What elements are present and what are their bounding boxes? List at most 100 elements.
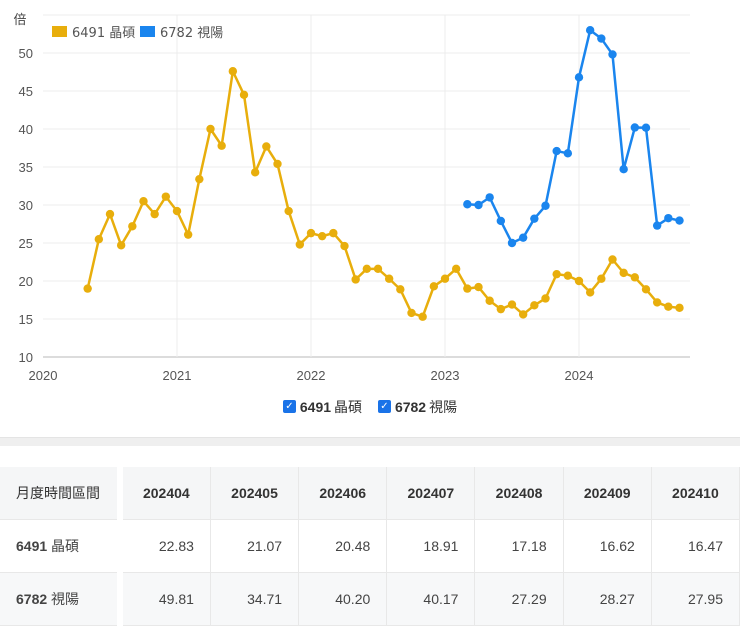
data-point[interactable] bbox=[418, 312, 427, 321]
data-point[interactable] bbox=[630, 273, 640, 282]
line-chart: 10 15 20 25 30 35 40 45 50 倍 2020 2021 2022 2023 2024 6… bbox=[13, 13, 690, 383]
legend-label[interactable]: 6491 晶碩 bbox=[72, 26, 135, 41]
data-point[interactable] bbox=[116, 241, 126, 250]
data-point[interactable] bbox=[530, 214, 539, 223]
data-point[interactable] bbox=[250, 168, 260, 177]
data-point[interactable] bbox=[463, 284, 472, 293]
data-point[interactable] bbox=[306, 228, 316, 238]
data-point[interactable] bbox=[172, 206, 182, 216]
data-point[interactable] bbox=[407, 308, 416, 318]
data-point[interactable] bbox=[396, 285, 405, 294]
data-point[interactable] bbox=[641, 123, 651, 132]
y-tick-label: 25 bbox=[19, 236, 33, 251]
data-point[interactable] bbox=[273, 159, 282, 169]
data-point[interactable] bbox=[675, 303, 684, 313]
data-point[interactable] bbox=[541, 201, 550, 210]
data-point[interactable] bbox=[317, 231, 327, 241]
toggle-6491[interactable]: ✓ 6491 晶碩 bbox=[282, 397, 362, 417]
data-point[interactable] bbox=[496, 304, 506, 314]
column-header: 202407 bbox=[386, 467, 476, 520]
data-point[interactable] bbox=[507, 300, 517, 309]
data-point[interactable] bbox=[228, 67, 238, 76]
data-point[interactable] bbox=[563, 149, 573, 158]
data-point[interactable] bbox=[630, 123, 640, 132]
data-point[interactable] bbox=[664, 213, 673, 223]
data-point[interactable] bbox=[574, 276, 584, 286]
data-point[interactable] bbox=[150, 209, 159, 219]
y-axis-unit: 倍 bbox=[13, 13, 26, 28]
data-point[interactable] bbox=[139, 197, 148, 206]
series-line bbox=[467, 28, 680, 245]
data-point[interactable] bbox=[351, 275, 360, 284]
data-point[interactable] bbox=[507, 238, 517, 248]
data-point[interactable] bbox=[83, 284, 92, 293]
data-point[interactable] bbox=[552, 269, 561, 279]
section-divider bbox=[0, 437, 740, 446]
data-point[interactable] bbox=[574, 73, 584, 82]
data-point[interactable] bbox=[518, 233, 528, 242]
data-point[interactable] bbox=[474, 282, 483, 292]
data-point[interactable] bbox=[161, 192, 171, 201]
data-point[interactable] bbox=[384, 274, 394, 283]
legend-swatch bbox=[52, 26, 67, 37]
data-point[interactable] bbox=[440, 274, 450, 283]
data-point[interactable] bbox=[195, 174, 204, 184]
checkbox-checked-icon[interactable]: ✓ bbox=[377, 400, 391, 413]
data-point[interactable] bbox=[429, 282, 439, 291]
data-point[interactable] bbox=[619, 268, 628, 278]
data-point[interactable] bbox=[652, 221, 662, 230]
table-cell: 21.07 bbox=[210, 519, 300, 573]
data-point[interactable] bbox=[619, 165, 628, 174]
data-point[interactable] bbox=[329, 228, 338, 238]
data-point[interactable] bbox=[362, 264, 372, 274]
table-cell: 49.81 bbox=[119, 572, 211, 626]
data-point[interactable] bbox=[94, 235, 104, 244]
data-point[interactable] bbox=[262, 142, 271, 151]
column-header: 202410 bbox=[651, 467, 740, 520]
data-point[interactable] bbox=[451, 264, 461, 274]
data-point[interactable] bbox=[474, 200, 483, 210]
data-point[interactable] bbox=[585, 26, 595, 35]
toggle-code: 6491 bbox=[299, 398, 332, 415]
data-point[interactable] bbox=[295, 240, 305, 249]
data-point[interactable] bbox=[641, 285, 651, 294]
data-point[interactable] bbox=[463, 200, 472, 209]
data-point[interactable] bbox=[541, 294, 550, 303]
data-point[interactable] bbox=[530, 301, 539, 310]
data-point[interactable] bbox=[485, 193, 494, 202]
toggle-6782[interactable]: ✓ 6782 視陽 bbox=[377, 397, 457, 417]
series-toggle-legend: ✓ 6491 晶碩 ✓ 6782 視陽 bbox=[0, 396, 740, 417]
data-point[interactable] bbox=[597, 274, 606, 283]
legend-label[interactable]: 6782 視陽 bbox=[160, 26, 223, 41]
table-cell: 16.62 bbox=[563, 519, 652, 573]
data-point[interactable] bbox=[105, 209, 115, 219]
data-point[interactable] bbox=[340, 241, 349, 251]
y-tick-label: 20 bbox=[19, 274, 33, 289]
table-cell: 40.20 bbox=[298, 572, 388, 626]
data-point[interactable] bbox=[373, 264, 383, 274]
table-cell: 27.95 bbox=[651, 572, 740, 626]
data-point[interactable] bbox=[284, 206, 293, 216]
table-cell: 28.27 bbox=[563, 572, 652, 626]
data-point[interactable] bbox=[128, 222, 137, 231]
data-point[interactable] bbox=[675, 216, 684, 225]
data-point[interactable] bbox=[563, 271, 573, 280]
data-point[interactable] bbox=[206, 124, 215, 134]
data-point[interactable] bbox=[518, 310, 528, 319]
data-point[interactable] bbox=[485, 296, 494, 305]
data-point[interactable] bbox=[585, 288, 595, 297]
data-point[interactable] bbox=[664, 302, 673, 311]
x-tick-label: 2020 bbox=[29, 368, 58, 383]
y-tick-label: 50 bbox=[19, 46, 33, 61]
table-row: 6782 視陽 49.81 34.71 40.20 40.17 27.29 28… bbox=[0, 572, 740, 626]
data-point[interactable] bbox=[217, 141, 226, 150]
data-point[interactable] bbox=[597, 34, 606, 43]
data-point[interactable] bbox=[652, 298, 662, 307]
data-point[interactable] bbox=[239, 90, 249, 100]
data-point[interactable] bbox=[552, 146, 561, 156]
data-point[interactable] bbox=[496, 216, 506, 226]
data-point[interactable] bbox=[608, 255, 617, 264]
data-point[interactable] bbox=[608, 50, 617, 59]
checkbox-checked-icon[interactable]: ✓ bbox=[282, 400, 296, 413]
data-point[interactable] bbox=[183, 230, 193, 239]
